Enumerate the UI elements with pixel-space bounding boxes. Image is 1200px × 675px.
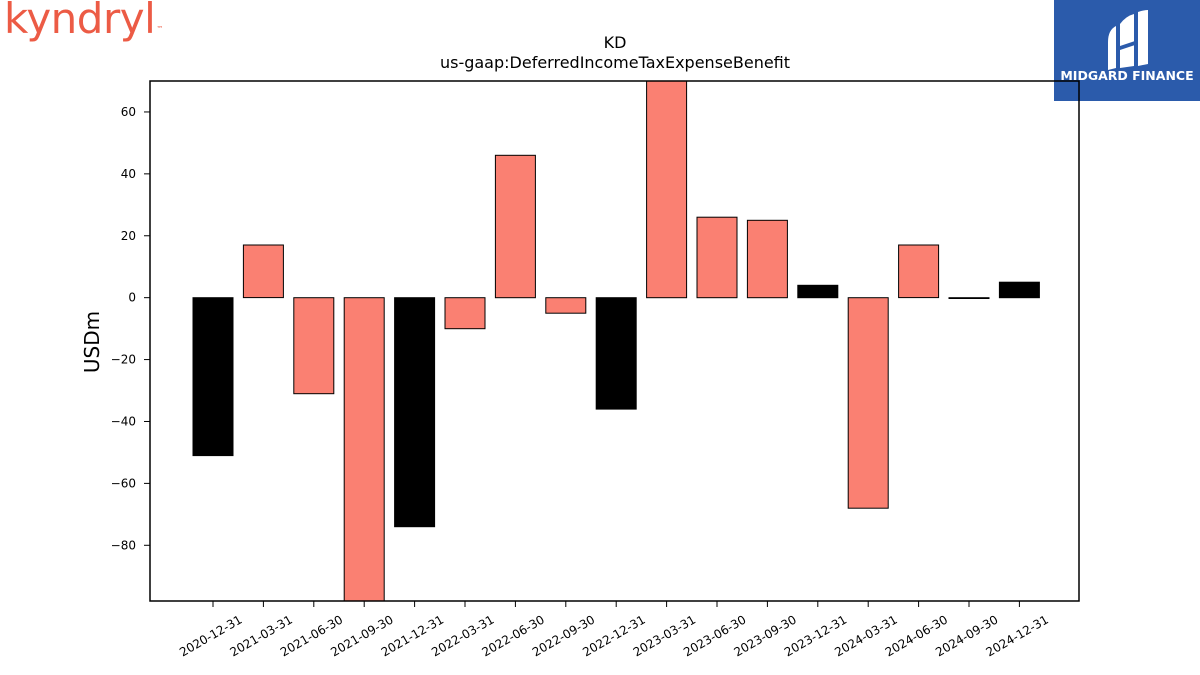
kyndryl-logo-text: kyndryl: [4, 0, 156, 43]
bar-2024-06-30: [898, 244, 940, 299]
y-tick-label: −40: [111, 414, 136, 428]
bar-2022-09-30: [545, 297, 587, 314]
y-tick-label: 0: [128, 291, 136, 305]
bars-group: [192, 80, 1040, 602]
bar-2023-06-30: [696, 216, 738, 299]
bar-2021-12-31: [394, 297, 436, 528]
bar-2020-12-31: [192, 297, 234, 457]
plot-frame: [149, 80, 1080, 602]
y-tick-label: 40: [121, 167, 136, 181]
bar-2022-03-31: [444, 297, 486, 330]
bar-2023-12-31: [797, 284, 839, 299]
bar-2021-03-31: [242, 244, 284, 299]
bar-2021-09-30: [343, 297, 385, 602]
bar-2024-09-30: [948, 297, 990, 300]
midgard-finance-emblem-icon: [1108, 10, 1148, 70]
y-axis: 60 40 20 0 −20 −40 −60 −80: [111, 105, 150, 552]
bar-2022-06-30: [494, 154, 536, 299]
kyndryl-logo: kyndryl™: [4, 0, 163, 43]
y-axis-label: USDm: [80, 311, 104, 373]
y-tick-label: −20: [111, 353, 136, 367]
bar-2023-03-31: [646, 80, 688, 299]
y-tick-label: −60: [111, 476, 136, 490]
chart-subtitle: us-gaap:DeferredIncomeTaxExpenseBenefit: [440, 53, 790, 72]
chart-title: KD: [604, 33, 627, 52]
y-tick-label: 60: [121, 105, 136, 119]
y-tick-label: 20: [121, 229, 136, 243]
bar-2024-03-31: [847, 297, 889, 509]
bar-2023-09-30: [746, 219, 788, 299]
x-axis: 2020-12-312021-03-312021-06-302021-09-30…: [177, 601, 1051, 659]
bar-2021-06-30: [293, 297, 335, 395]
y-tick-label: −80: [111, 538, 136, 552]
bar-2022-12-31: [595, 297, 637, 410]
bar-2024-12-31: [998, 281, 1040, 299]
midgard-finance-label: MIDGARD FINANCE: [1060, 68, 1194, 83]
